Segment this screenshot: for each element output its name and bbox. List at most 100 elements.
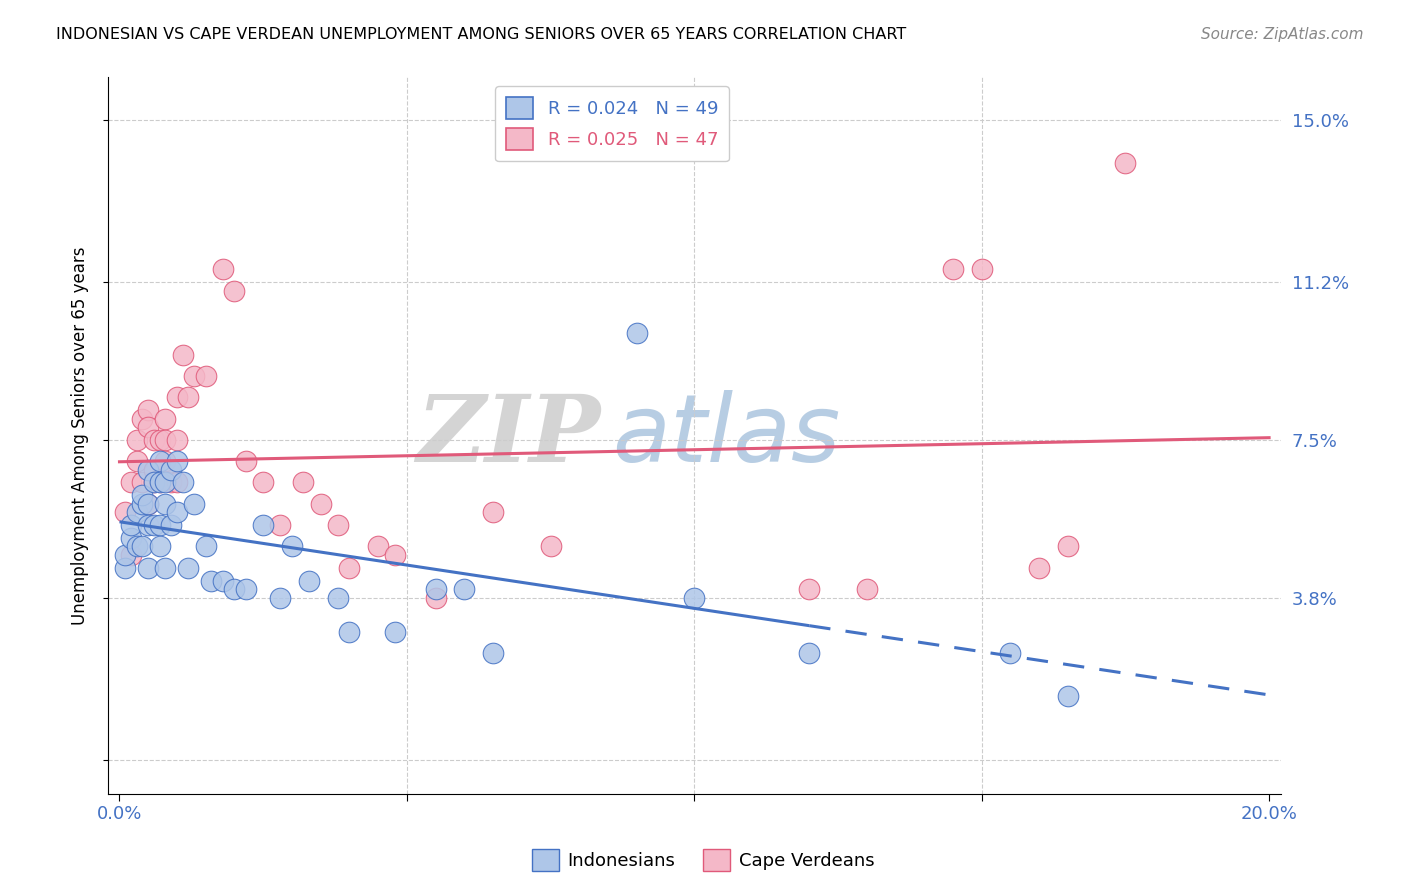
Point — [269, 518, 291, 533]
Point — [235, 582, 257, 596]
Point — [194, 540, 217, 554]
Legend: Indonesians, Cape Verdeans: Indonesians, Cape Verdeans — [524, 842, 882, 879]
Point — [269, 591, 291, 605]
Point — [131, 497, 153, 511]
Point — [125, 540, 148, 554]
Point — [326, 518, 349, 533]
Point — [143, 475, 166, 490]
Point — [136, 497, 159, 511]
Point — [309, 497, 332, 511]
Point — [143, 463, 166, 477]
Point — [183, 368, 205, 383]
Point — [177, 560, 200, 574]
Point — [224, 582, 246, 596]
Point — [194, 368, 217, 383]
Point — [155, 454, 177, 468]
Text: ZIP: ZIP — [416, 391, 600, 481]
Point — [970, 262, 993, 277]
Point — [149, 454, 172, 468]
Legend: R = 0.024   N = 49, R = 0.025   N = 47: R = 0.024 N = 49, R = 0.025 N = 47 — [495, 87, 730, 161]
Y-axis label: Unemployment Among Seniors over 65 years: Unemployment Among Seniors over 65 years — [72, 246, 89, 624]
Point — [425, 582, 447, 596]
Point — [626, 326, 648, 341]
Point — [166, 475, 188, 490]
Point — [942, 262, 965, 277]
Point — [136, 420, 159, 434]
Point — [1057, 689, 1080, 703]
Point — [114, 505, 136, 519]
Point — [131, 475, 153, 490]
Point — [172, 347, 194, 361]
Point — [252, 475, 274, 490]
Point — [160, 463, 183, 477]
Point — [149, 433, 172, 447]
Point — [482, 646, 505, 660]
Point — [136, 463, 159, 477]
Point — [149, 540, 172, 554]
Point — [125, 505, 148, 519]
Point — [166, 454, 188, 468]
Point — [292, 475, 315, 490]
Point — [252, 518, 274, 533]
Point — [120, 475, 142, 490]
Point — [1000, 646, 1022, 660]
Point — [235, 454, 257, 468]
Point — [183, 497, 205, 511]
Point — [155, 560, 177, 574]
Point — [177, 390, 200, 404]
Point — [1114, 155, 1136, 169]
Point — [799, 646, 821, 660]
Point — [425, 591, 447, 605]
Point — [482, 505, 505, 519]
Point — [212, 262, 235, 277]
Point — [143, 518, 166, 533]
Point — [131, 488, 153, 502]
Point — [384, 548, 406, 562]
Text: atlas: atlas — [612, 390, 841, 481]
Point — [143, 433, 166, 447]
Point — [160, 518, 183, 533]
Point — [114, 560, 136, 574]
Point — [136, 497, 159, 511]
Point — [172, 475, 194, 490]
Point — [453, 582, 475, 596]
Point — [131, 411, 153, 425]
Point — [125, 433, 148, 447]
Text: INDONESIAN VS CAPE VERDEAN UNEMPLOYMENT AMONG SENIORS OVER 65 YEARS CORRELATION : INDONESIAN VS CAPE VERDEAN UNEMPLOYMENT … — [56, 27, 907, 42]
Point — [683, 591, 706, 605]
Point — [136, 403, 159, 417]
Point — [149, 475, 172, 490]
Point — [136, 560, 159, 574]
Point — [1057, 540, 1080, 554]
Point — [540, 540, 562, 554]
Point — [114, 548, 136, 562]
Point — [224, 284, 246, 298]
Point — [281, 540, 304, 554]
Point — [131, 540, 153, 554]
Point — [298, 574, 321, 588]
Point — [384, 624, 406, 639]
Point — [149, 518, 172, 533]
Point — [339, 560, 361, 574]
Point — [155, 433, 177, 447]
Point — [125, 454, 148, 468]
Point — [212, 574, 235, 588]
Point — [166, 433, 188, 447]
Text: Source: ZipAtlas.com: Source: ZipAtlas.com — [1201, 27, 1364, 42]
Point — [166, 505, 188, 519]
Point — [143, 475, 166, 490]
Point — [155, 475, 177, 490]
Point — [149, 475, 172, 490]
Point — [1028, 560, 1050, 574]
Point — [155, 411, 177, 425]
Point — [855, 582, 877, 596]
Point — [160, 475, 183, 490]
Point — [120, 548, 142, 562]
Point — [339, 624, 361, 639]
Point — [136, 518, 159, 533]
Point — [120, 518, 142, 533]
Point — [155, 497, 177, 511]
Point — [166, 390, 188, 404]
Point — [799, 582, 821, 596]
Point — [120, 531, 142, 545]
